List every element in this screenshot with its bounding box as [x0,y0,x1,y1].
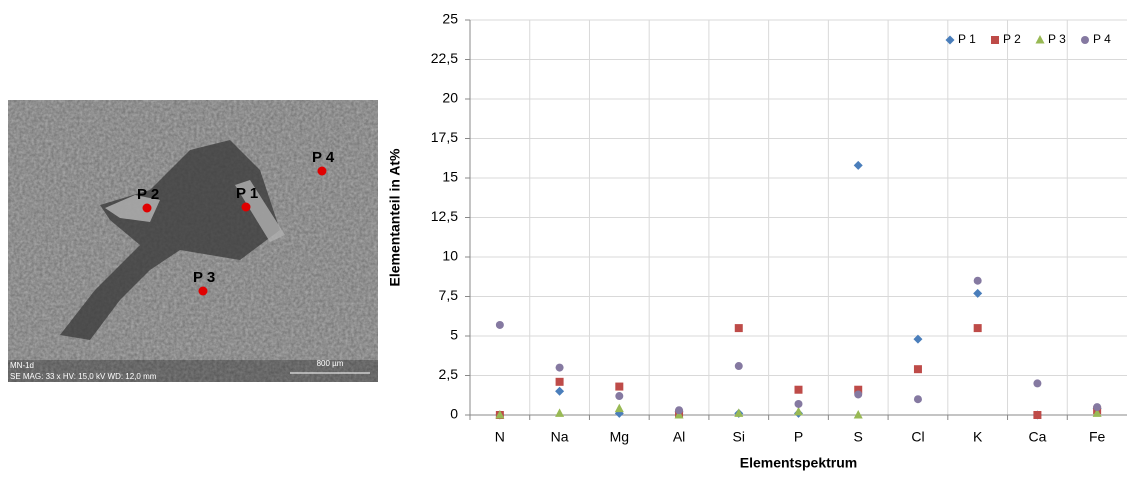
point-marker [142,203,152,213]
marker-diamond [555,386,565,396]
marker-circle [734,362,743,371]
legend-label: P 2 [1003,32,1021,46]
marker-triangle [794,406,803,416]
marker-circle [973,276,982,285]
legend-label: P 3 [1048,32,1066,46]
marker-square [615,382,624,391]
point-label: P 4 [312,149,335,166]
marker-diamond [945,35,955,45]
marker-triangle [495,410,505,419]
marker-triangle [853,410,863,419]
x-tick-label: Si [733,429,745,445]
marker-circle [1093,403,1102,412]
point-label: P 2 [137,186,159,203]
x-tick-label: Al [673,429,685,445]
point-marker [198,286,208,296]
marker-circle [913,395,922,404]
marker-diamond [913,334,923,344]
y-tick-label: 22,5 [431,50,458,66]
image-info: SE MAG: 33 x HV: 15,0 kV WD: 12,0 mm [10,372,157,381]
y-tick-label: 2,5 [439,366,459,382]
marker-square [913,365,922,374]
y-tick-label: 10 [442,248,458,264]
sample-label: MN-1d [10,361,34,370]
point-label: P 3 [193,269,215,286]
marker-triangle [1092,408,1102,417]
marker-triangle [614,403,624,413]
marker-square [973,324,982,333]
y-tick-label: 0 [450,406,458,422]
x-tick-label: S [854,429,863,445]
marker-square [794,385,803,394]
marker-triangle [555,408,565,417]
y-axis-title: Elementanteil in At% [387,148,403,287]
point-marker [241,202,251,212]
marker-circle [675,406,684,415]
marker-circle [555,363,564,372]
marker-circle [854,390,863,399]
marker-triangle [734,408,744,417]
marker-square [991,36,999,44]
marker-square [1033,411,1042,419]
legend-label: P 4 [1093,32,1111,46]
marker-triangle [1035,35,1045,44]
x-tick-label: P [794,429,803,445]
y-tick-label: 15 [442,169,458,185]
marker-circle [1081,36,1089,44]
marker-diamond [853,160,863,170]
sem-image [8,100,378,382]
marker-circle [794,399,803,408]
marker-diamond [973,288,983,298]
marker-square [854,385,863,394]
y-tick-label: 5 [450,327,458,343]
scale-label: 800 µm [317,359,344,368]
x-tick-label: Fe [1089,429,1106,445]
y-tick-label: 12,5 [431,208,458,224]
x-tick-label: Na [551,429,569,445]
y-tick-label: 7,5 [439,287,459,303]
x-tick-label: Cl [911,429,924,445]
x-axis-title: Elementspektrum [740,455,857,471]
x-tick-label: K [973,429,983,445]
y-tick-label: 17,5 [431,129,458,145]
marker-square [734,324,743,333]
x-tick-label: Mg [610,429,629,445]
marker-square [555,377,564,386]
x-tick-label: Ca [1028,429,1046,445]
point-label: P 1 [236,185,258,202]
marker-circle [1033,379,1042,388]
y-tick-label: 25 [442,11,458,27]
y-tick-label: 20 [442,90,458,106]
marker-circle [615,392,624,401]
x-tick-label: N [495,429,505,445]
point-marker [317,166,327,176]
marker-circle [495,320,504,329]
legend-label: P 1 [958,32,976,46]
